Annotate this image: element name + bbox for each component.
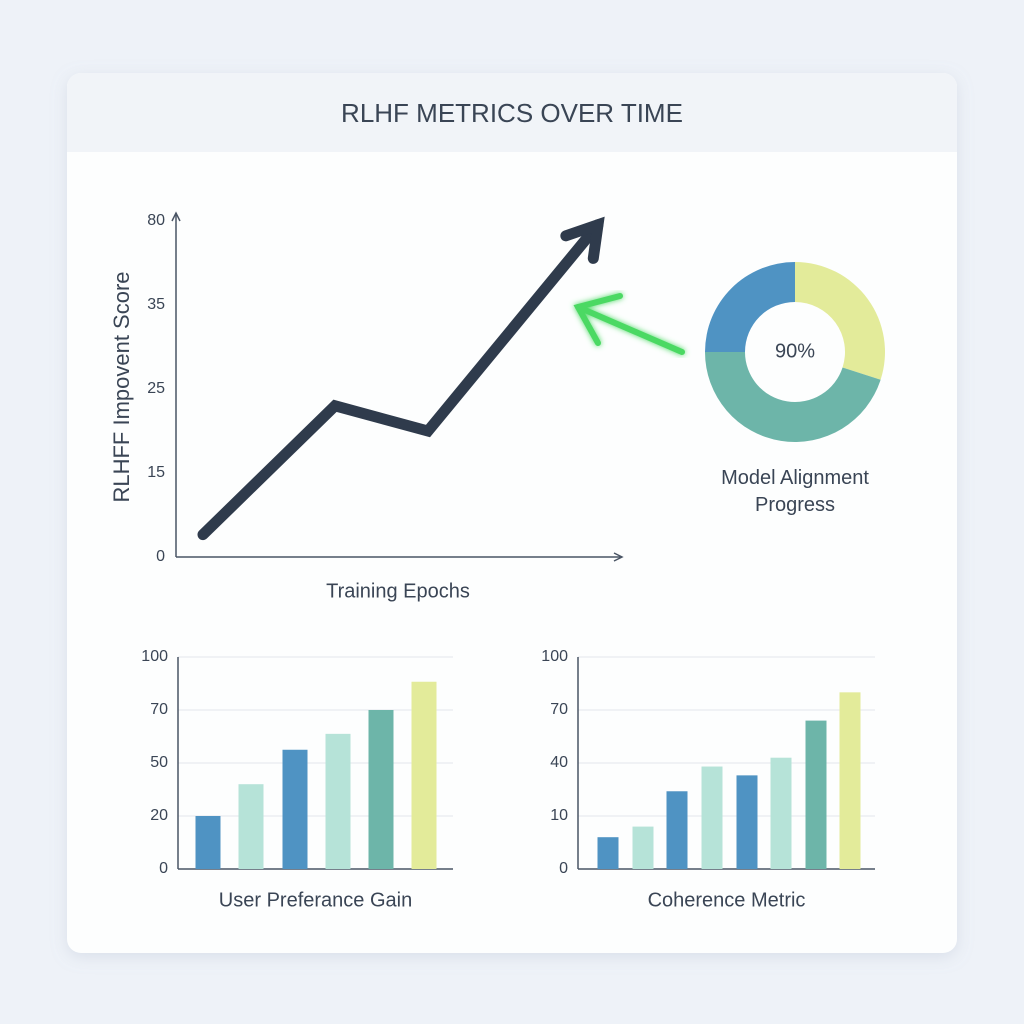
card-header — [67, 73, 957, 152]
y-tick-label: 20 — [150, 807, 168, 824]
y-tick-label: 80 — [147, 212, 165, 229]
y-tick-label: 50 — [150, 754, 168, 771]
bar — [805, 720, 827, 869]
y-tick-label: 10 — [550, 807, 568, 824]
bar — [282, 749, 308, 869]
y-tick-label: 0 — [559, 860, 568, 877]
y-tick-label: 40 — [550, 754, 568, 771]
bar — [632, 826, 654, 869]
donut-segment — [705, 262, 795, 352]
y-tick-label: 25 — [147, 380, 165, 397]
bar — [597, 837, 619, 869]
y-tick-label: 0 — [159, 860, 168, 877]
bar — [736, 775, 758, 869]
line — [197, 219, 604, 541]
x-axis-label: Training Epochs — [326, 580, 470, 602]
bar — [325, 733, 351, 869]
donut-title: Model Alignment Progress — [721, 467, 869, 516]
x-axis-arrow — [613, 552, 624, 562]
bar — [368, 710, 394, 869]
x-axis-label: Coherence Metric — [648, 889, 806, 911]
y-tick-label: 35 — [147, 296, 165, 313]
bar — [770, 757, 792, 869]
annotation-arrow — [573, 293, 685, 355]
y-axis-arrow — [171, 211, 181, 222]
y-axis-label: RLHFF Impovent Score — [109, 271, 134, 502]
bar — [701, 766, 723, 869]
y-tick-label: 100 — [541, 648, 568, 665]
bar — [666, 791, 688, 869]
y-tick-label: 70 — [550, 701, 568, 718]
x-axis-label: User Preferance Gain — [219, 889, 412, 911]
donut-segment — [795, 262, 885, 380]
bar — [195, 816, 221, 869]
page-title: RLHF METRICS OVER TIME — [341, 98, 683, 128]
y-tick-label: 70 — [150, 701, 168, 718]
line-arrowhead — [560, 216, 605, 264]
bar — [238, 784, 264, 869]
y-tick-label: 0 — [156, 548, 165, 565]
y-tick-label: 15 — [147, 464, 165, 481]
y-tick-label: 100 — [141, 648, 168, 665]
bar — [411, 681, 437, 869]
donut-center-label: 90% — [775, 340, 815, 362]
bar — [839, 692, 861, 869]
donut-segment — [705, 352, 881, 443]
